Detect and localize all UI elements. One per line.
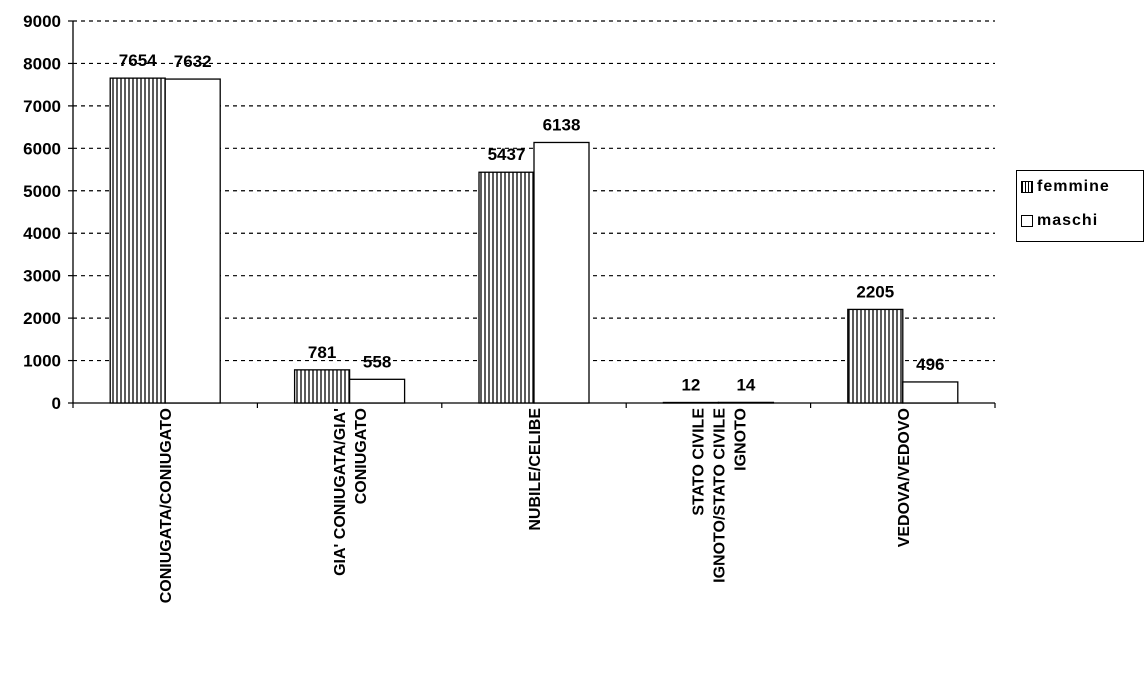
bar-femmine [662,401,720,404]
x-tick-label-line: IGNOTO [732,408,749,471]
y-tick-label: 4000 [23,224,61,243]
x-tick-label: VEDOVA/VEDOVO [896,408,913,547]
data-label-maschi: 14 [736,375,755,394]
y-tick-label: 1000 [23,352,61,371]
x-tick-label-line: NUBILE/CELIBE [527,408,544,531]
y-tick-label: 0 [52,394,61,413]
x-tick-label: CONIUGATA/CONIUGATO [158,408,175,603]
legend-swatch-femmine [1021,181,1033,193]
bars [109,77,959,404]
tick-labels: 0 1000 2000 3000 4000 5000 6000 7000 8000 9000 CON… [23,12,913,603]
x-tick-label: STATO CIVILE IGNOTO/STATO CIVILE IGNOTO [690,408,749,583]
data-label-maschi: 7632 [174,52,212,71]
bar-maschi [533,141,590,404]
y-tick-label: 9000 [23,12,61,31]
y-tick-label: 8000 [23,54,61,73]
bar-femmine [847,308,904,404]
data-label-femmine: 5437 [488,145,526,164]
y-tick-label: 5000 [23,182,61,201]
data-label-maschi: 6138 [543,115,581,134]
x-tick-label-line: VEDOVA/VEDOVO [896,408,913,547]
y-tick-label: 3000 [23,267,61,286]
gridlines [73,20,995,362]
x-tick-label: NUBILE/CELIBE [527,408,544,531]
y-tick-label: 7000 [23,97,61,116]
x-tick-label-line: STATO CIVILE [690,408,707,516]
legend-label-femmine: femmine [1037,178,1110,195]
x-tick-label-line: GIA' CONIUGATA/GIA' [332,408,349,576]
data-label-femmine: 12 [681,375,700,394]
x-tick-label: GIA' CONIUGATA/GIA' CONIUGATO [332,408,370,576]
data-labels: 7654 7632 781 558 5437 6138 12 14 2205 496 [119,51,945,394]
legend: femmine maschi [1016,170,1144,242]
bar-femmine [478,171,535,404]
x-tick-label-line: CONIUGATO [353,408,370,504]
bar-maschi [902,381,959,404]
bar-femmine [293,369,351,404]
data-label-femmine: 2205 [856,282,894,301]
data-label-femmine: 781 [308,343,336,362]
legend-label-maschi: maschi [1037,212,1099,229]
y-tick-label: 6000 [23,139,61,158]
data-label-maschi: 496 [916,355,944,374]
legend-item-maschi: maschi [1021,211,1098,231]
bar-maschi [717,401,775,404]
y-tick-label: 2000 [23,309,61,328]
bar-maschi [348,378,406,404]
x-tick-label-line: IGNOTO/STATO CIVILE [711,408,728,583]
data-label-femmine: 7654 [119,51,157,70]
x-tick-label-line: CONIUGATA/CONIUGATO [158,408,175,603]
legend-item-femmine: femmine [1021,177,1110,197]
legend-swatch-maschi [1021,215,1033,227]
bar-maschi [164,78,221,404]
bar-femmine [109,77,166,404]
data-label-maschi: 558 [363,352,391,371]
